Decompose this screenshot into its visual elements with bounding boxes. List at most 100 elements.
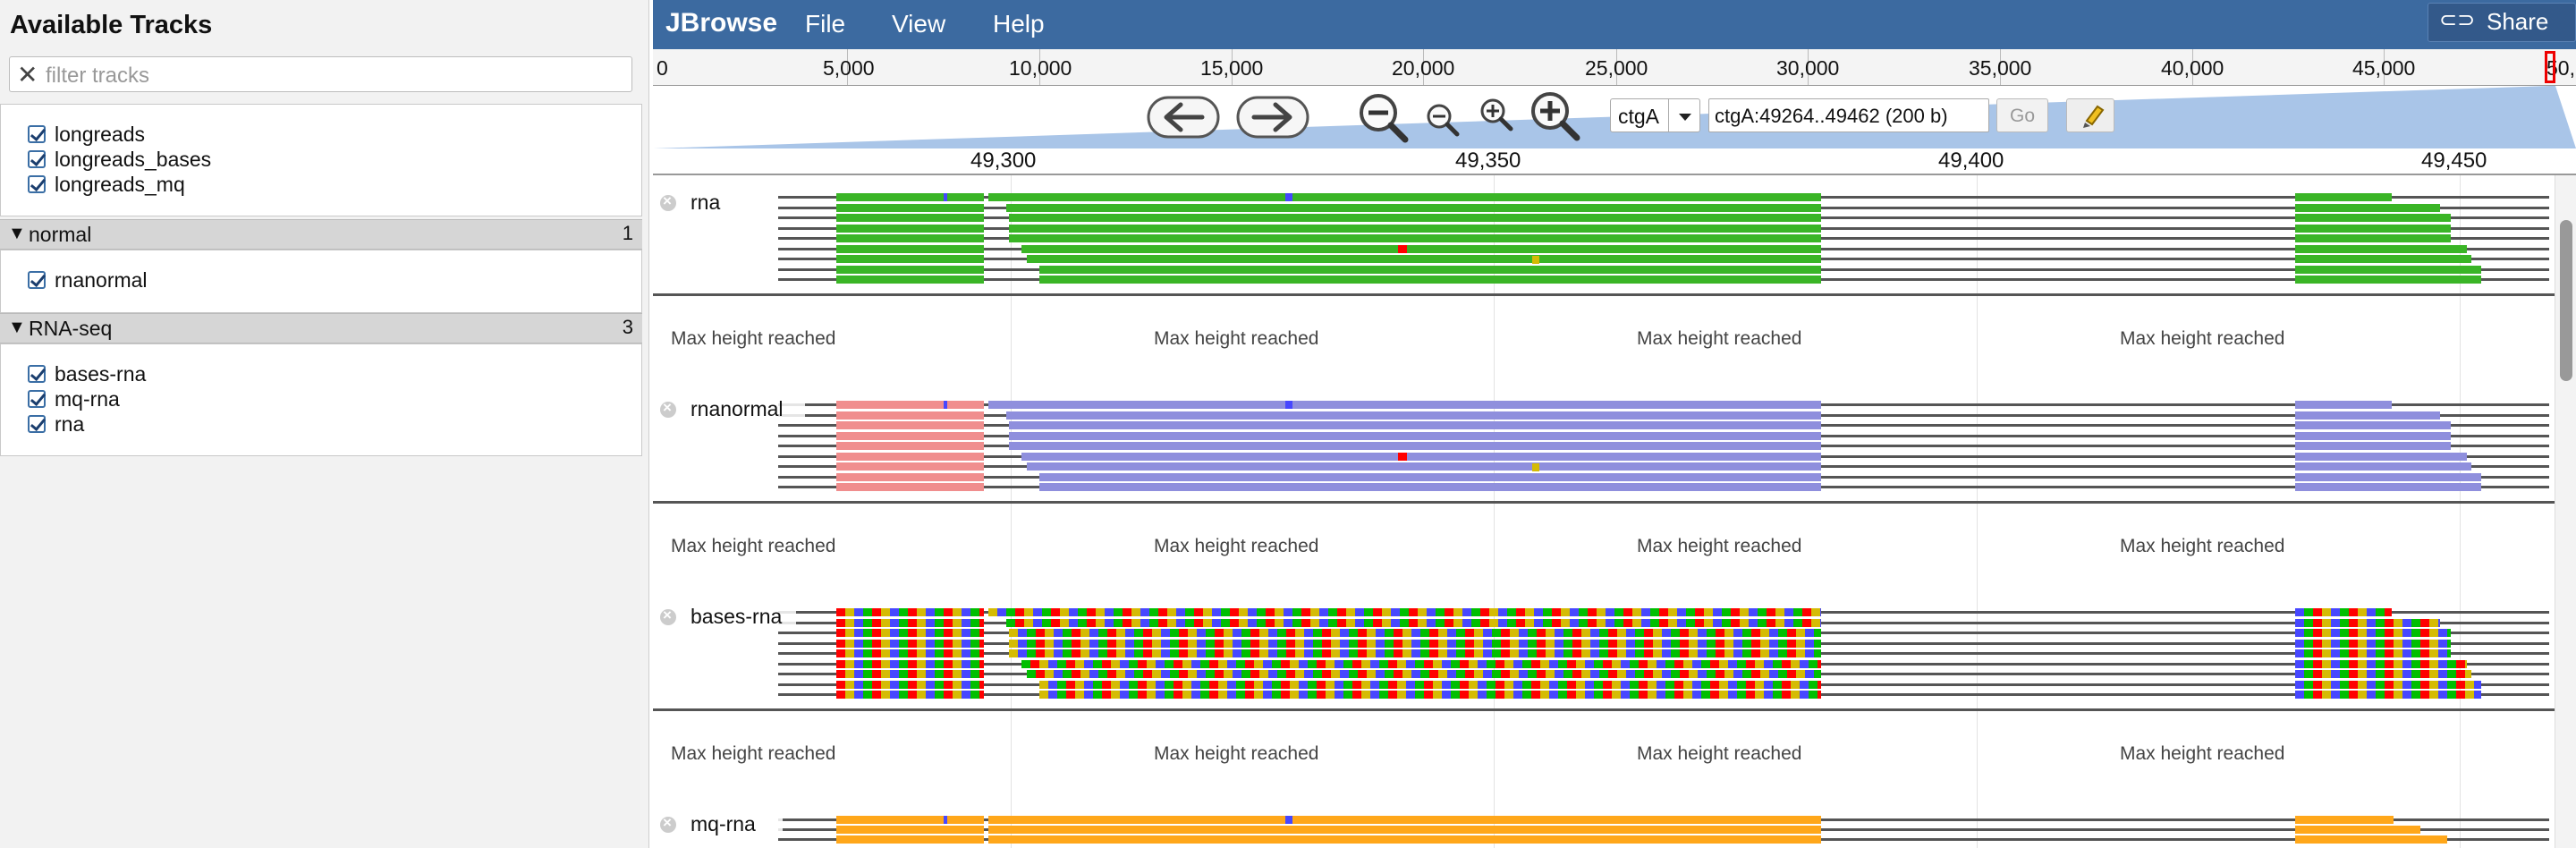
menu-file[interactable]: File (805, 10, 846, 38)
base-mismatch (1206, 670, 1215, 678)
go-button[interactable]: Go (1996, 98, 2048, 132)
base-mismatch (1089, 640, 1098, 648)
vertical-scrollbar[interactable] (2555, 175, 2576, 848)
base-mismatch (2429, 649, 2438, 657)
track-checkbox[interactable] (28, 365, 46, 383)
zoom-in-small-icon[interactable] (1478, 97, 1515, 134)
base-mismatch (1051, 619, 1060, 627)
base-mismatch (962, 608, 970, 616)
track-checkbox[interactable] (28, 175, 46, 193)
base-mismatch (1331, 670, 1340, 678)
base-mismatch (1504, 681, 1513, 689)
base-mismatch (1257, 619, 1266, 627)
track-checkbox[interactable] (28, 415, 46, 433)
track-checkbox[interactable] (28, 271, 46, 289)
base-mismatch (1704, 608, 1713, 616)
collapse-triangle-icon[interactable]: ▼ (8, 318, 26, 337)
track-label: longreads_bases (55, 148, 212, 171)
scrollbar-thumb[interactable] (2560, 220, 2572, 381)
track-close-icon[interactable] (660, 814, 676, 833)
location-input[interactable]: ctgA:49264..49462 (200 b) (1708, 98, 1989, 132)
base-mismatch (1543, 619, 1552, 627)
base-mismatch (1257, 608, 1266, 616)
overview-location-marker[interactable] (2545, 51, 2555, 83)
read (836, 401, 984, 409)
base-mismatch (2402, 619, 2411, 627)
highlight-button[interactable] (2066, 98, 2114, 132)
base-mismatch (2438, 660, 2447, 668)
base-mismatch (1814, 640, 1821, 648)
base-mismatch (2376, 670, 2385, 678)
base-mismatch (1570, 619, 1579, 627)
base-mismatch (1614, 608, 1623, 616)
menu-help[interactable]: Help (993, 10, 1045, 38)
base-mismatch (1042, 619, 1051, 627)
base-mismatch (2376, 681, 2385, 689)
track-close-icon[interactable] (660, 192, 676, 211)
group-header-rna-seq[interactable]: ▼ RNA-seq 3 (0, 313, 642, 343)
track-checkbox[interactable] (28, 390, 46, 408)
pan-left-icon[interactable] (1147, 95, 1222, 140)
base-mismatch (1376, 649, 1385, 657)
overview-scale[interactable]: 0 5,000 10,000 15,000 20,000 25,000 30,0… (653, 49, 2576, 86)
base-mismatch (1268, 640, 1277, 648)
track-close-icon[interactable] (660, 399, 676, 418)
tracks-area[interactable]: rna rnanormal bases-rna mq-rna Max heigh… (653, 175, 2576, 848)
menu-view[interactable]: View (892, 10, 946, 38)
close-filter-icon[interactable]: ✕ (17, 61, 38, 89)
read (836, 214, 984, 222)
base-mismatch (1167, 619, 1176, 627)
alignments-canvas[interactable] (653, 175, 2555, 848)
base-mismatch (1125, 629, 1134, 637)
overview-tick (1808, 49, 1809, 85)
base-mismatch (1385, 670, 1394, 678)
base-mismatch (1221, 608, 1230, 616)
dropdown-arrow-icon[interactable] (1668, 99, 1699, 131)
zoom-out-small-icon[interactable] (1424, 102, 1462, 140)
share-button[interactable]: ⊂⊃ Share (2428, 3, 2576, 42)
base-mismatch (1054, 670, 1063, 678)
brand-logo[interactable]: JBrowse (665, 8, 778, 38)
base-mismatch (1733, 629, 1742, 637)
base-mismatch (1653, 670, 1662, 678)
base-mismatch (970, 660, 979, 668)
base-mismatch (1746, 691, 1755, 699)
pan-right-icon[interactable] (1236, 95, 1311, 140)
base-mismatch (1203, 608, 1212, 616)
track-label-bases-rna[interactable]: bases-rna (653, 604, 796, 631)
base-mismatch (2304, 681, 2313, 689)
track-label-rna[interactable]: rna (653, 190, 769, 216)
base-mismatch (1617, 649, 1626, 657)
track-checkbox[interactable] (28, 150, 46, 168)
base-mismatch (1143, 640, 1152, 648)
collapse-triangle-icon[interactable]: ▼ (8, 224, 26, 243)
track-close-icon[interactable] (660, 606, 676, 625)
filter-tracks-input[interactable]: ✕ filter tracks (9, 56, 632, 92)
base-mismatch (2331, 619, 2340, 627)
base-mismatch (2367, 608, 2376, 616)
base-mismatch (1648, 691, 1657, 699)
base-mismatch (935, 608, 944, 616)
base-mismatch (2411, 619, 2420, 627)
read (1006, 411, 1821, 420)
track-title: mq-rna (691, 812, 756, 835)
max-height-notice: Max height reached (2120, 536, 2285, 556)
base-mismatch (1349, 629, 1358, 637)
base-mismatch (1352, 681, 1361, 689)
base-mismatch (1519, 649, 1528, 657)
go-label: Go (2010, 106, 2036, 126)
base-mismatch (854, 608, 863, 616)
zoom-in-big-icon[interactable] (1527, 89, 1582, 143)
base-mismatch (1340, 649, 1349, 657)
base-mismatch (1411, 640, 1420, 648)
group-header-normal[interactable]: ▼ normal 1 (0, 219, 642, 250)
base-mismatch (1385, 629, 1394, 637)
track-checkbox[interactable] (28, 125, 46, 143)
track-label-rnanormal[interactable]: rnanormal (653, 396, 805, 423)
track-label-mq-rna[interactable]: mq-rna (653, 811, 783, 838)
base-mismatch (1791, 691, 1800, 699)
base-mismatch (2322, 681, 2331, 689)
zoom-out-big-icon[interactable] (1355, 91, 1411, 143)
reference-sequence-select[interactable]: ctgA (1610, 98, 1700, 132)
base-mismatch (2465, 670, 2471, 678)
